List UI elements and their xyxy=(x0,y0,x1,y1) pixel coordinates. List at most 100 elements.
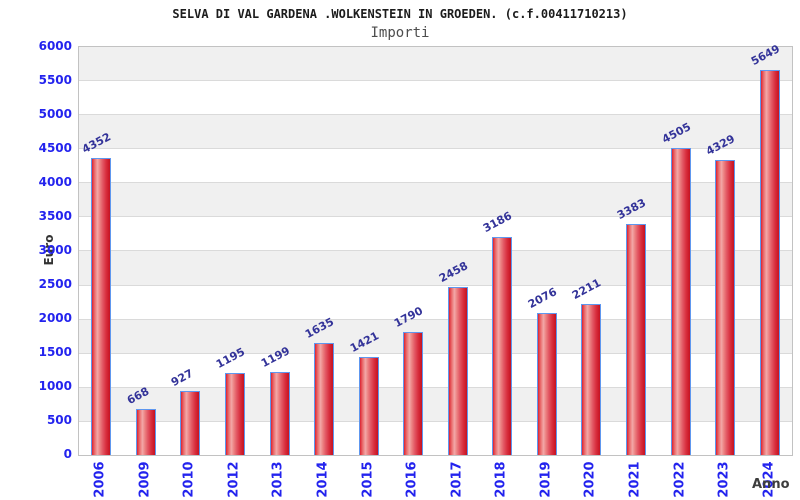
x-tick: 2009 xyxy=(123,458,168,500)
bar-slot: 927 xyxy=(168,47,213,455)
x-tick: 2012 xyxy=(212,458,257,500)
x-tick: 2013 xyxy=(256,458,301,500)
plot-area: 4352 668 927 1195 1199 1635 1421 1790 2458 3186 20… xyxy=(78,42,793,456)
chart-subtitle: Importi xyxy=(370,25,430,41)
x-tick-label: 2019 xyxy=(538,460,554,498)
x-tick: 2010 xyxy=(167,458,212,500)
plot-band xyxy=(79,114,792,149)
x-tick-label: 2006 xyxy=(92,460,108,498)
bar-value-label: 4329 xyxy=(704,131,738,158)
x-tick: 2014 xyxy=(301,458,346,500)
bar-slot: 3383 xyxy=(614,47,659,455)
bar-value-label: 1635 xyxy=(302,314,337,341)
x-tick: 2017 xyxy=(435,458,480,500)
bar-value-label: 1421 xyxy=(347,329,381,356)
bar-value-label: 3383 xyxy=(614,196,649,222)
bar-2006 xyxy=(91,158,112,455)
x-axis-title: Anno xyxy=(752,477,790,492)
x-tick: 2020 xyxy=(568,458,613,500)
bar-2023 xyxy=(715,159,736,455)
x-tick: 2019 xyxy=(524,458,569,500)
bar-value-label: 2076 xyxy=(525,284,559,311)
bar-2012 xyxy=(224,372,245,455)
y-tick-label: 6000 xyxy=(38,39,72,53)
bar-2021 xyxy=(626,223,647,455)
x-tick-label: 2021 xyxy=(627,460,643,498)
bar-slot: 2458 xyxy=(436,47,481,455)
bar-slot: 4352 xyxy=(79,47,124,455)
bar-value-label: 3186 xyxy=(481,209,515,236)
y-tick-label: 4000 xyxy=(38,175,72,189)
x-tick-label: 2010 xyxy=(181,460,197,498)
x-tick-label: 2018 xyxy=(493,460,509,498)
x-tick-label: 2015 xyxy=(360,460,376,498)
bar-2015 xyxy=(358,357,379,455)
bar-value-label: 668 xyxy=(124,384,152,407)
bar-slot: 5649 xyxy=(747,42,792,455)
bar-2017 xyxy=(447,286,468,455)
y-tick-label: 2500 xyxy=(38,277,72,291)
bar-value-label: 927 xyxy=(169,366,196,389)
bar-slot: 4505 xyxy=(658,47,703,455)
bar-slot: 1195 xyxy=(213,47,258,455)
y-tick-label: 2000 xyxy=(38,311,72,325)
x-tick-label: 2013 xyxy=(271,460,287,498)
x-tick-label: 2012 xyxy=(226,460,242,498)
bar-slot: 2076 xyxy=(525,47,570,455)
chart-title: SELVA DI VAL GARDENA .WOLKENSTEIN IN GRO… xyxy=(172,7,628,21)
plot-band xyxy=(79,47,792,81)
bar-2018 xyxy=(492,237,513,455)
x-tick: 2015 xyxy=(345,458,390,500)
bar-2010 xyxy=(180,390,201,455)
bar-2020 xyxy=(581,303,602,455)
bar-2016 xyxy=(403,332,424,455)
y-tick-label: 3500 xyxy=(38,209,72,223)
y-tick-label: 5500 xyxy=(38,73,72,87)
x-tick-label: 2016 xyxy=(404,460,420,498)
bar-2019 xyxy=(536,312,557,455)
x-tick: 2023 xyxy=(702,458,747,500)
x-tick-label: 2014 xyxy=(315,460,331,498)
plot-band xyxy=(79,80,792,115)
x-tick-label: 2022 xyxy=(672,460,688,498)
bar-slot: 3186 xyxy=(480,47,525,455)
bar-slot: 2211 xyxy=(569,47,614,455)
bar-value-label: 1195 xyxy=(213,344,248,371)
y-tick-label: 3000 xyxy=(38,243,72,257)
bar-slot: 1635 xyxy=(302,47,347,455)
y-axis-tick-labels: 6000 5500 5000 4500 4000 3500 3000 2500 2000 1500… xyxy=(0,39,72,461)
bar-value-label: 5649 xyxy=(748,42,782,68)
bar-2013 xyxy=(269,372,290,455)
bar-value-label: 4505 xyxy=(659,119,693,146)
x-tick-label: 2023 xyxy=(716,460,732,498)
bar-2022 xyxy=(670,147,691,455)
x-tick-label: 2009 xyxy=(137,460,153,498)
bar-series: 4352 668 927 1195 1199 1635 1421 1790 2458 3186 20… xyxy=(79,42,792,455)
bar-slot: 4329 xyxy=(703,47,748,455)
bar-2009 xyxy=(135,408,156,455)
bar-value-label: 4352 xyxy=(80,130,114,157)
y-tick-label: 500 xyxy=(46,413,72,427)
y-tick-label: 5000 xyxy=(38,107,72,121)
x-tick-label: 2020 xyxy=(582,460,598,498)
bar-value-label: 1199 xyxy=(258,344,292,371)
bar-2024 xyxy=(759,69,780,455)
x-tick-label: 2017 xyxy=(449,460,465,498)
bar-slot: 1421 xyxy=(346,47,391,455)
x-tick: 2006 xyxy=(78,458,123,500)
bar-slot: 668 xyxy=(124,47,169,455)
x-tick: 2021 xyxy=(613,458,658,500)
bar-value-label: 2211 xyxy=(570,275,604,302)
bar-slot: 1199 xyxy=(257,47,302,455)
x-tick: 2018 xyxy=(479,458,524,500)
y-tick-label: 0 xyxy=(63,447,72,461)
y-tick-label: 1000 xyxy=(38,379,72,393)
bar-value-label: 1790 xyxy=(392,304,426,331)
x-tick: 2022 xyxy=(657,458,702,500)
x-tick: 2016 xyxy=(390,458,435,500)
x-axis-tick-labels: 2006 2009 2010 2012 2013 2014 2015 2016 2017 2018… xyxy=(78,458,791,500)
bar-value-label: 2458 xyxy=(436,259,470,285)
y-tick-label: 4500 xyxy=(38,141,72,155)
y-tick-label: 1500 xyxy=(38,345,72,359)
